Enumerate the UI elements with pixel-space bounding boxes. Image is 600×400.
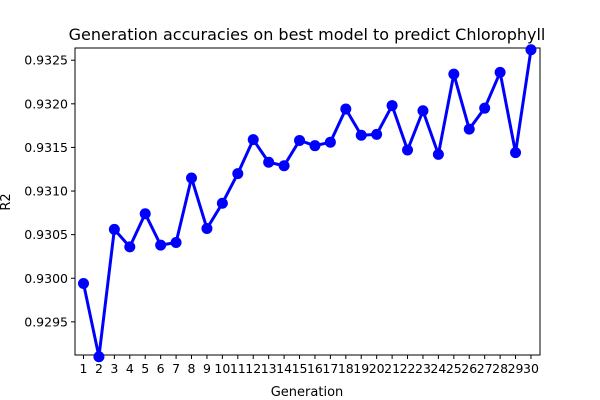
x-tick-label: 6 [157, 361, 165, 376]
x-tick-label: 20 [369, 361, 385, 376]
x-tick-label: 3 [110, 361, 118, 376]
x-tick-label: 7 [172, 361, 180, 376]
x-axis-label: Generation [271, 385, 344, 400]
data-point-16 [309, 140, 321, 152]
data-point-15 [294, 134, 306, 146]
y-tick-label: 0.9320 [24, 96, 68, 111]
data-point-10 [216, 197, 228, 209]
data-point-12 [247, 134, 259, 146]
x-tick-label: 26 [461, 361, 477, 376]
data-point-11 [232, 168, 244, 180]
x-tick-label: 15 [292, 361, 308, 376]
data-point-29 [510, 147, 522, 159]
data-point-27 [479, 102, 491, 114]
data-point-1 [78, 277, 89, 289]
x-tick-label: 11 [230, 361, 246, 376]
x-tick-label: 13 [261, 361, 277, 376]
x-tick-label: 24 [430, 361, 446, 376]
x-tick-label: 9 [203, 361, 211, 376]
series-line [82, 49, 533, 359]
data-point-3 [108, 223, 120, 235]
data-point-14 [278, 160, 290, 172]
x-tick-label: 18 [338, 361, 354, 376]
x-tick-label: 14 [276, 361, 292, 376]
data-point-2 [93, 351, 105, 363]
x-tick-label: 30 [523, 361, 539, 376]
data-point-6 [155, 239, 167, 251]
plot-area-frame [74, 47, 541, 356]
x-tick-label: 2 [95, 361, 103, 376]
x-tick-label: 21 [384, 361, 400, 376]
data-point-5 [139, 208, 151, 220]
x-tick-label: 10 [214, 361, 230, 376]
y-tick-label: 0.9305 [24, 227, 68, 242]
data-point-25 [448, 68, 460, 80]
x-tick-label: 5 [141, 361, 149, 376]
x-tick-label: 17 [322, 361, 338, 376]
x-tick-label: 28 [492, 361, 508, 376]
y-axis: 0.9295 0.9300 0.9305 0.9310 0.9315 0.9320 0.93… [24, 53, 75, 329]
data-point-8 [186, 172, 198, 184]
x-tick-label: 1 [80, 361, 88, 376]
x-tick-label: 25 [446, 361, 462, 376]
data-point-7 [170, 236, 182, 248]
x-tick-label: 12 [245, 361, 261, 376]
x-tick-label: 29 [508, 361, 524, 376]
series-layer [78, 44, 537, 363]
x-tick-label: 22 [400, 361, 416, 376]
chart-title: Generation accuracies on best model to p… [69, 25, 546, 44]
data-point-17 [324, 136, 336, 148]
data-point-26 [463, 123, 475, 135]
y-tick-label: 0.9315 [24, 140, 68, 155]
data-point-30 [525, 44, 537, 56]
data-point-9 [201, 223, 213, 235]
y-tick-label: 0.9310 [24, 184, 68, 199]
data-point-28 [494, 66, 506, 78]
x-tick-label: 27 [477, 361, 493, 376]
data-point-21 [386, 100, 398, 112]
data-point-13 [263, 156, 275, 168]
x-tick-label: 23 [415, 361, 431, 376]
data-point-22 [402, 144, 414, 156]
y-axis-label: R2 [0, 193, 14, 210]
y-tick-label: 0.9325 [24, 53, 68, 68]
x-tick-label: 4 [126, 361, 134, 376]
data-point-18 [340, 103, 352, 115]
x-tick-label: 8 [188, 361, 196, 376]
data-point-24 [432, 148, 444, 160]
data-point-23 [417, 105, 429, 117]
y-tick-label: 0.9295 [24, 314, 68, 329]
x-axis: 1 2 3 4 5 6 7 8 9 10 11 12 13 14 15 16 17 18 19 20 21 22 23 24 2… [80, 355, 539, 376]
data-point-20 [371, 128, 383, 140]
data-point-4 [124, 241, 136, 253]
data-point-19 [355, 129, 367, 141]
x-tick-label: 19 [353, 361, 369, 376]
x-tick-label: 16 [307, 361, 323, 376]
y-tick-label: 0.9300 [24, 271, 68, 286]
